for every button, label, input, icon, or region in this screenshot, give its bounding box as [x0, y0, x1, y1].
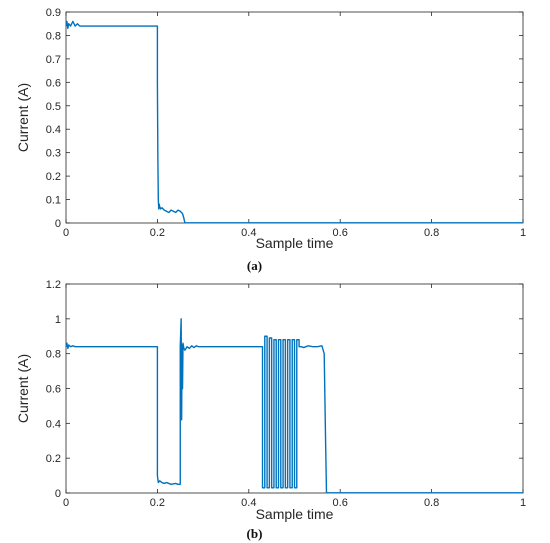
- x-tick-label: 1: [520, 497, 526, 509]
- x-tick-label: 0.8: [424, 497, 439, 509]
- y-axis-label: Current (A): [15, 83, 31, 152]
- y-tick-label: 0.4: [46, 418, 61, 430]
- chart-panel-1: 0 0.2 0.4 0.6 0.8 1 0 0.1 0.2 0.3 0.4 0.5 0.6 0.7 0.8 0…: [15, 7, 526, 273]
- y-tick-label: 0.8: [46, 349, 61, 361]
- x-tick-label: 0.6: [333, 497, 348, 509]
- y-tick-label: 0.8: [46, 30, 61, 42]
- y-tick-label: 0.4: [46, 124, 61, 136]
- x-tick-label: 0.4: [241, 497, 256, 509]
- series-line-1: [65, 20, 523, 224]
- y-tick-label: 0: [55, 218, 61, 230]
- y-tick-label: 1: [55, 314, 61, 326]
- x-tick-label: 0.2: [150, 497, 165, 509]
- x-tick-label: 1: [520, 227, 526, 239]
- y-tick-label: 0.6: [46, 384, 61, 396]
- series-line-1: [65, 318, 523, 494]
- y-tick-label: 0.7: [46, 54, 61, 66]
- y-tick-label: 0.2: [46, 453, 61, 465]
- x-tick-label: 0: [63, 497, 69, 509]
- y-tick-label: 1.2: [46, 279, 61, 291]
- x-tick-label: 0.4: [241, 227, 256, 239]
- x-axis-label: Sample time: [256, 506, 334, 522]
- plot-area: [65, 11, 524, 224]
- chart-panel-2: 0 0.2 0.4 0.6 0.8 1 0 0.2 0.4 0.6 0.8 1 1.2 Sample ti…: [15, 279, 526, 541]
- x-tick-label: 0.6: [333, 227, 348, 239]
- x-tick-label: 0.2: [150, 227, 165, 239]
- y-tick-label: 0.5: [46, 101, 61, 113]
- y-tick-label: 0: [55, 488, 61, 500]
- y-tick-label: 0.2: [46, 171, 61, 183]
- y-tick-label: 0.6: [46, 77, 61, 89]
- y-tick-label: 0.3: [46, 148, 61, 160]
- x-axis-label: Sample time: [256, 235, 334, 251]
- y-axis-label: Current (A): [15, 354, 31, 423]
- y-tick-label: 0.9: [46, 7, 61, 19]
- x-tick-label: 0: [63, 227, 69, 239]
- x-tick-label: 0.8: [424, 227, 439, 239]
- panel-caption: (b): [247, 526, 263, 541]
- panel-caption: (a): [247, 258, 262, 273]
- y-tick-label: 0.1: [46, 195, 61, 207]
